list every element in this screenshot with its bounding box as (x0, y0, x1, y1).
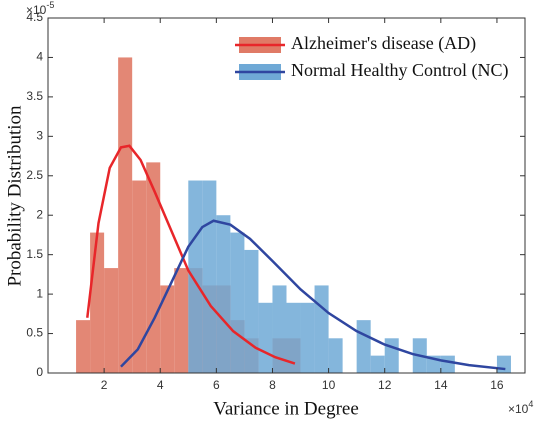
legend: Alzheimer's disease (AD) Normal Healthy C… (231, 30, 513, 88)
x-tick-label: 12 (378, 378, 392, 392)
y-tick-label: 4.5 (26, 10, 43, 24)
y-multiplier-exponent: -5 (46, 0, 54, 10)
fit-curve (86, 144, 296, 365)
y-multiplier: ×10-5 (26, 0, 54, 17)
bar (244, 249, 259, 373)
bar (286, 302, 301, 373)
y-tick-label: 0 (36, 365, 43, 379)
y-tick-label: 2.5 (26, 168, 43, 182)
bar (272, 285, 287, 373)
bar (356, 320, 371, 373)
bar (370, 355, 385, 373)
bar (188, 180, 203, 373)
bar (258, 302, 273, 373)
bar (90, 232, 105, 373)
bar (174, 268, 189, 373)
x-tick-label: 2 (101, 378, 108, 392)
y-tick-label: 3.5 (26, 89, 43, 103)
y-tick-label: 1.5 (26, 247, 43, 261)
bar (202, 180, 217, 373)
y-axis-label: Probability Distribution (4, 105, 25, 287)
x-tick-label: 8 (269, 378, 276, 392)
x-tick-label: 6 (213, 378, 220, 392)
bar (496, 355, 511, 373)
bar (440, 355, 455, 373)
y-tick-label: 4 (36, 50, 43, 64)
x-tick-label: 14 (434, 378, 448, 392)
bar (76, 320, 91, 373)
bar (118, 57, 133, 373)
x-axis-label: Variance in Degree (213, 398, 359, 419)
x-multiplier: ×104 (508, 399, 533, 416)
bar (230, 232, 245, 373)
bar (132, 180, 147, 373)
fit-curve (120, 219, 506, 371)
x-tick-label: 10 (322, 378, 336, 392)
x-tick-label: 4 (157, 378, 164, 392)
bar (104, 268, 119, 373)
x-multiplier-base: ×10 (508, 402, 529, 416)
x-tick-label: 16 (490, 378, 504, 392)
bar (314, 285, 329, 373)
bar (216, 215, 231, 373)
y-tick-label: 1 (36, 286, 43, 300)
bar (160, 285, 175, 373)
y-tick-label: 3 (36, 129, 43, 143)
legend-label: Alzheimer's disease (AD) (291, 33, 476, 54)
bar (384, 338, 399, 373)
plot-frame (47, 17, 526, 374)
y-tick-label: 2 (36, 207, 43, 221)
bar (146, 162, 161, 373)
bar (300, 302, 315, 373)
y-tick-label: 0.5 (26, 326, 43, 340)
x-multiplier-exponent: 4 (528, 399, 533, 409)
y-multiplier-base: ×10 (26, 3, 47, 17)
legend-label: Normal Healthy Control (NC) (291, 60, 508, 81)
bar (328, 338, 343, 373)
